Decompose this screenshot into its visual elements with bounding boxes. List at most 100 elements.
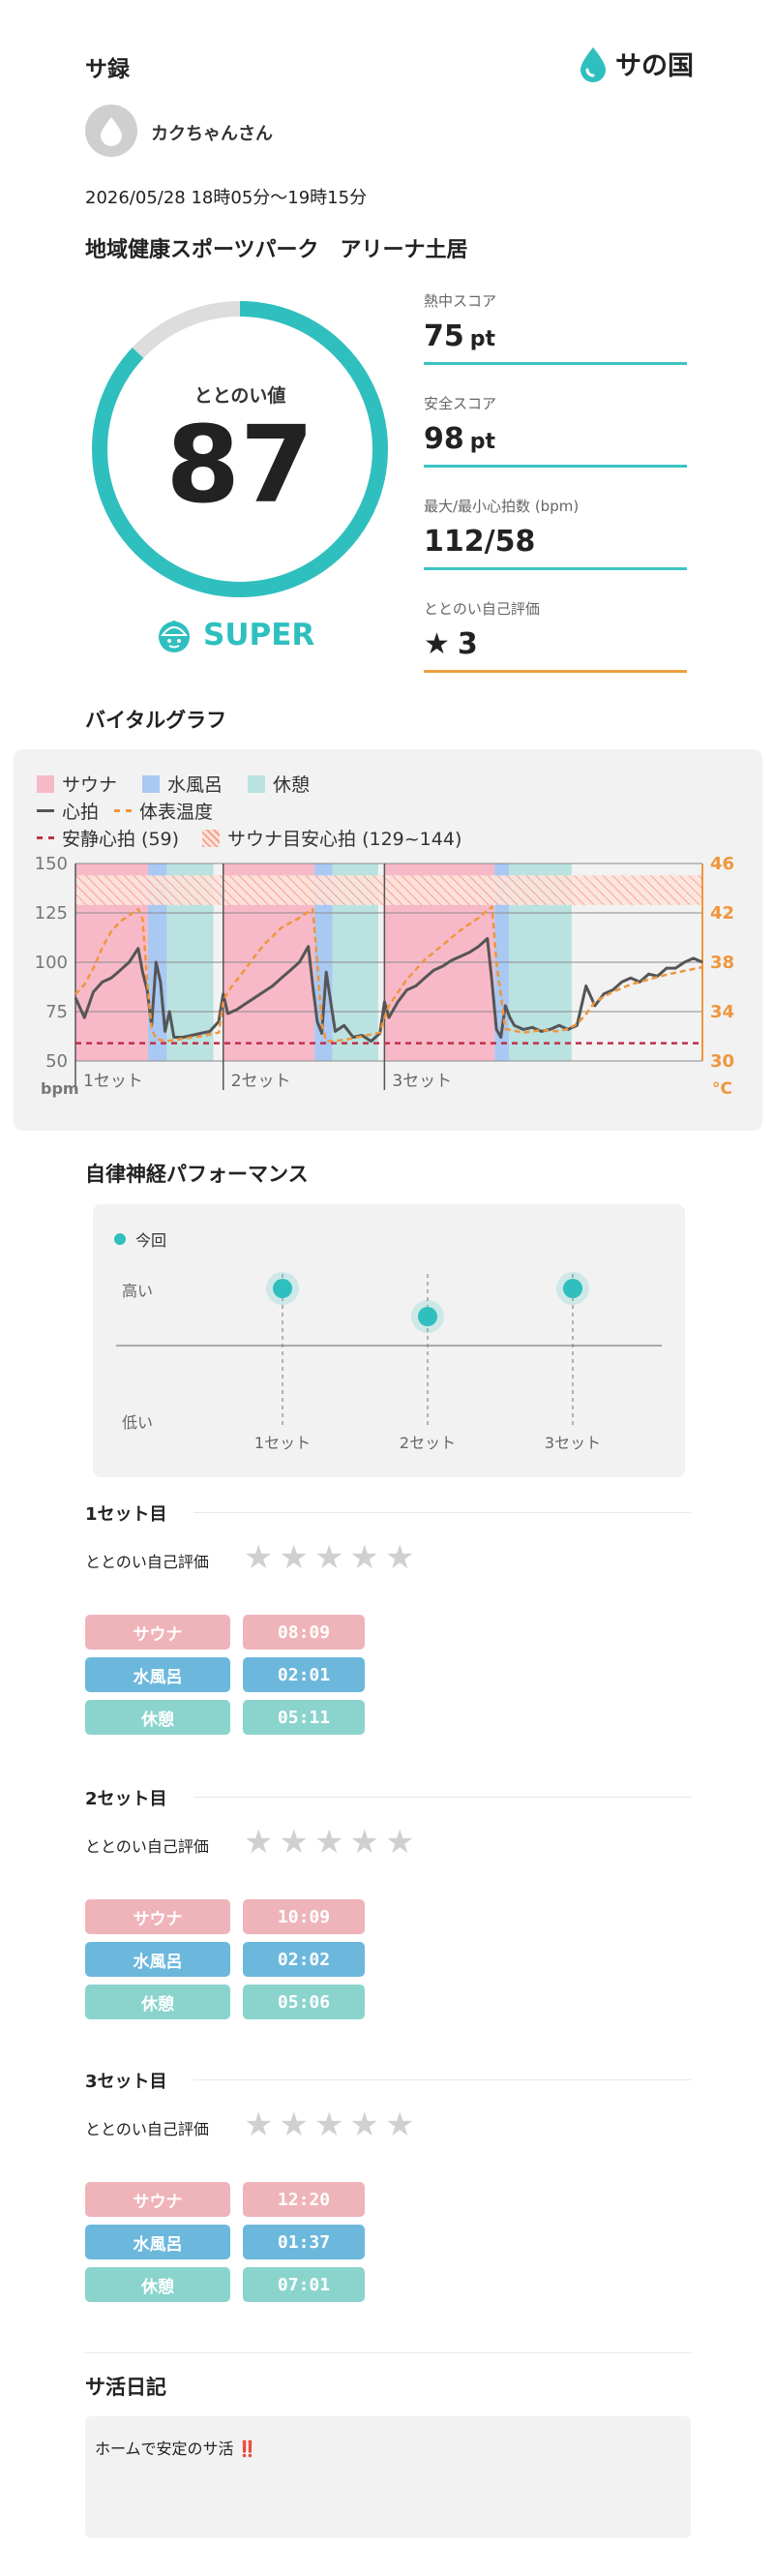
facility-name: 地域健康スポーツパーク アリーナ土居 xyxy=(85,238,468,262)
star-icon[interactable]: ★ xyxy=(279,1823,309,1862)
star-icon[interactable]: ★ xyxy=(349,2106,379,2144)
star-icon[interactable]: ★ xyxy=(244,1538,274,1577)
divider xyxy=(194,1797,691,1798)
set-label: 1セット xyxy=(83,1072,143,1091)
divider xyxy=(194,1512,691,1513)
star-icon[interactable]: ★ xyxy=(384,1823,415,1862)
right-unit: °C xyxy=(712,1079,732,1099)
autonomic-high-label: 高い xyxy=(122,1282,154,1300)
left-tick-label: 125 xyxy=(35,903,68,924)
diary-box[interactable]: ホームで安定のサ活 ‼️ xyxy=(85,2416,691,2538)
star-icon[interactable]: ★ xyxy=(313,1823,344,1862)
score-value: 112/58 xyxy=(424,525,536,559)
star-icon[interactable]: ★ xyxy=(279,2106,309,2144)
star-icon[interactable]: ★ xyxy=(384,1538,415,1577)
phase-time: 12:20 xyxy=(243,2182,365,2217)
phase-time: 02:01 xyxy=(243,1657,365,1692)
right-tick-label: 38 xyxy=(710,953,734,973)
autonomic-title: 自律神経パフォーマンス xyxy=(85,1163,309,1186)
brand-name: サの国 xyxy=(615,51,694,81)
self-rating-stars[interactable]: ★ ★ ★ ★ ★ xyxy=(244,2108,414,2141)
phase-time: 02:02 xyxy=(243,1942,365,1977)
legend-cold-bath: 水風呂 xyxy=(142,771,223,797)
score-value: 98 xyxy=(424,422,464,456)
set-label: 2セット xyxy=(231,1072,291,1091)
left-tick-label: 100 xyxy=(35,953,68,973)
autonomic-set-label: 3セット xyxy=(545,1434,601,1452)
score-label: ととのい自己評価 xyxy=(424,600,540,618)
phase-time: 05:06 xyxy=(243,1985,365,2019)
phase-label: 休憩 xyxy=(85,2267,230,2302)
double-exclamation-icon: ‼️ xyxy=(237,2440,257,2458)
brand-logo: サの国 xyxy=(577,45,694,82)
phase-label: 休憩 xyxy=(85,1700,230,1735)
score-unit: pt xyxy=(469,327,496,351)
score-value-row: 75 pt xyxy=(424,319,495,353)
left-tick-label: 150 xyxy=(35,854,68,874)
score-label: 熱中スコア xyxy=(424,292,497,310)
phase-label: サウナ xyxy=(85,1615,230,1650)
legend-body-temp: 体表温度 xyxy=(114,798,213,824)
score-value: 3 xyxy=(457,627,478,661)
autonomic-chart: 1セット 2セット 3セット xyxy=(116,1272,662,1452)
right-tick-label: 30 xyxy=(710,1051,734,1072)
self-rating-stars[interactable]: ★ ★ ★ ★ ★ xyxy=(244,1541,414,1574)
vital-legend-row-2: 心拍 体表温度 xyxy=(37,798,213,824)
performance-dot[interactable] xyxy=(418,1307,437,1326)
star-icon[interactable]: ★ xyxy=(384,2106,415,2144)
legend-rest: 休憩 xyxy=(248,771,310,797)
set-title: 2セット目 xyxy=(85,1789,167,1809)
legend-heart-rate: 心拍 xyxy=(37,798,99,824)
self-rating-stars[interactable]: ★ ★ ★ ★ ★ xyxy=(244,1826,414,1859)
star-icon: ★ xyxy=(424,627,450,661)
star-icon[interactable]: ★ xyxy=(313,1538,344,1577)
performance-dot[interactable] xyxy=(563,1279,582,1298)
self-rating-label: ととのい自己評価 xyxy=(85,2120,209,2138)
phase-time: 10:09 xyxy=(243,1899,365,1934)
star-icon[interactable]: ★ xyxy=(349,1823,379,1862)
totonoi-level: SUPER xyxy=(155,616,314,654)
score-value-row: 98 pt xyxy=(424,422,495,456)
legend-target-hr: サウナ目安心拍 (129~144) xyxy=(202,825,461,851)
phase-label: 水風呂 xyxy=(85,1657,230,1692)
phase-label: 水風呂 xyxy=(85,1942,230,1977)
star-icon[interactable]: ★ xyxy=(279,1538,309,1577)
left-tick-label: 50 xyxy=(45,1051,68,1072)
autonomic-card xyxy=(93,1204,685,1477)
star-icon[interactable]: ★ xyxy=(244,1823,274,1862)
set-title: 1セット目 xyxy=(85,1504,167,1525)
right-tick-label: 42 xyxy=(710,903,734,924)
phase-label: 休憩 xyxy=(85,1985,230,2019)
user-name: カクちゃんさん xyxy=(151,124,273,144)
totonoi-label: ととのい値 xyxy=(194,385,286,407)
phase-time: 08:09 xyxy=(243,1615,365,1650)
water-drop-icon xyxy=(580,46,606,82)
legend-resting-hr: 安静心拍 (59) xyxy=(37,825,179,851)
star-icon[interactable]: ★ xyxy=(313,2106,344,2144)
phase-time: 05:11 xyxy=(243,1700,365,1735)
score-value-row: 112/58 xyxy=(424,525,535,559)
autonomic-set-label: 2セット xyxy=(400,1434,456,1452)
vital-chart: 150 125 100 75 50 46 42 38 34 30 1セット 2セット 3セット bpm °C xyxy=(35,854,734,1099)
water-drop-icon xyxy=(101,117,122,146)
star-icon[interactable]: ★ xyxy=(244,2106,274,2144)
score-label: 最大/最小心拍数 (bpm) xyxy=(424,498,580,515)
divider xyxy=(194,2079,691,2080)
diary-text: ホームで安定のサ活 xyxy=(95,2440,234,2458)
legend-sauna: サウナ xyxy=(37,771,117,797)
vital-legend-row-3: 安静心拍 (59) サウナ目安心拍 (129~144) xyxy=(37,825,461,851)
phase-label: サウナ xyxy=(85,2182,230,2217)
score-underline xyxy=(424,465,687,468)
score-underline xyxy=(424,567,687,570)
avatar[interactable] xyxy=(85,105,137,157)
phase-time: 01:37 xyxy=(243,2225,365,2259)
left-tick-label: 75 xyxy=(45,1002,68,1022)
star-icon[interactable]: ★ xyxy=(349,1538,379,1577)
score-unit: pt xyxy=(469,430,496,454)
performance-dot[interactable] xyxy=(273,1279,292,1298)
divider xyxy=(85,2352,691,2353)
heart-rate-line xyxy=(74,937,703,1044)
score-value: 75 xyxy=(424,319,464,353)
target-hr-band xyxy=(75,875,702,905)
score-underline xyxy=(424,670,687,673)
